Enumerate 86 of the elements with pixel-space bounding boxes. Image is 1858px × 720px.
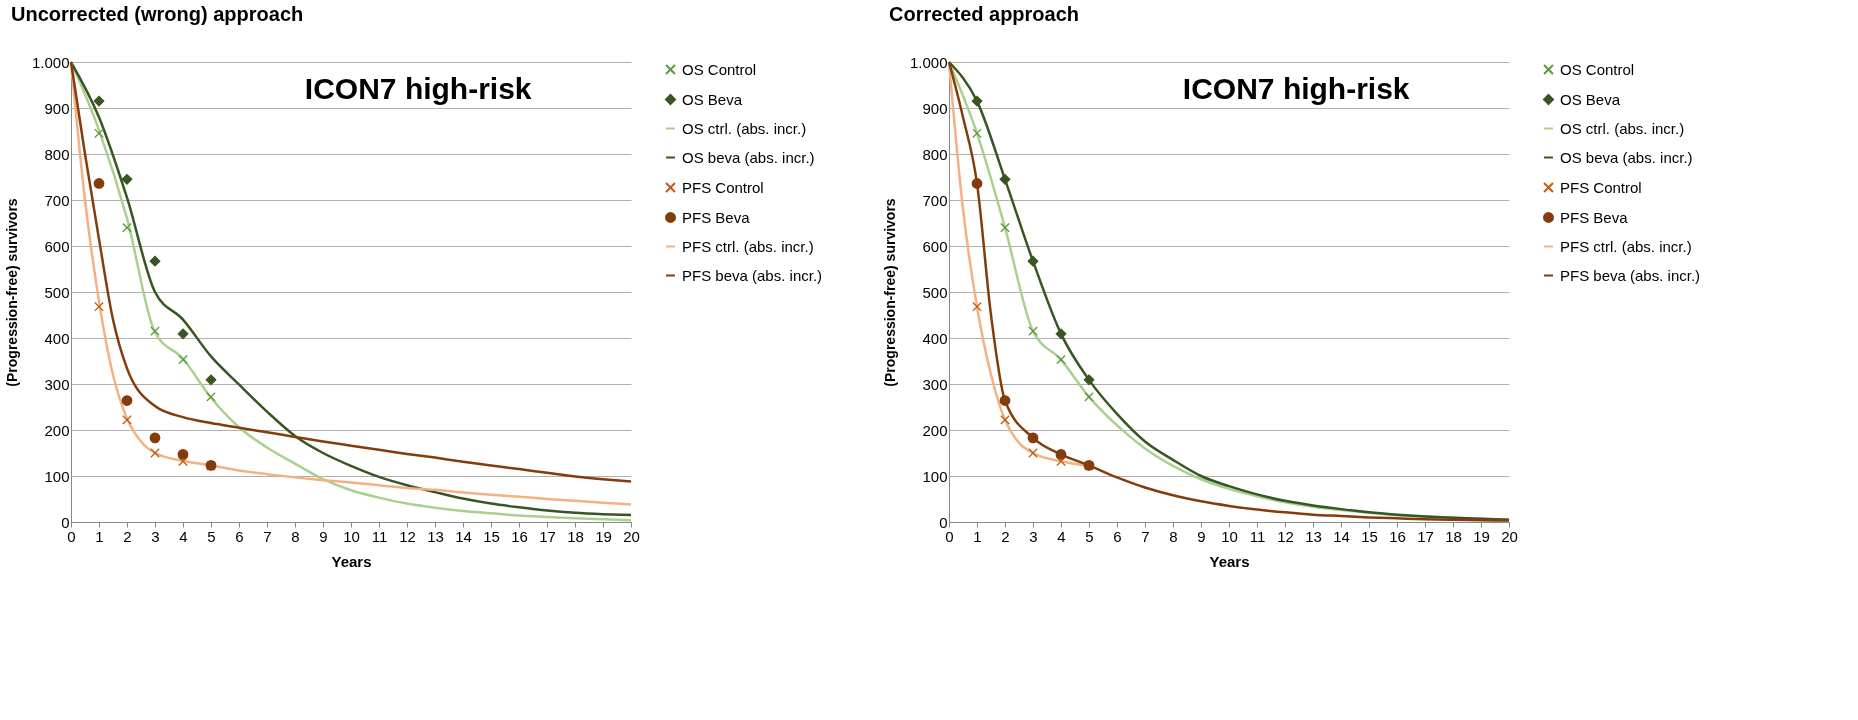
x-tick-label: 4	[179, 527, 188, 545]
y-axis-title: (Progression-free) survivors	[3, 198, 20, 387]
y-tick-label: 1.000	[909, 53, 948, 71]
x-tick-label: 15	[483, 527, 500, 545]
x-tick-label: 18	[1445, 527, 1462, 545]
legend-label: OS beva (abs. incr.)	[1560, 148, 1693, 166]
x-tick-label: 8	[1169, 527, 1178, 545]
legend-label: OS Control	[1560, 60, 1635, 78]
x-tick-label: 6	[235, 527, 244, 545]
x-tick-label: 1	[973, 527, 982, 545]
x-tick-label: 12	[399, 527, 416, 545]
y-tick-label: 400	[922, 329, 948, 347]
y-tick-label: 100	[44, 467, 70, 485]
y-tick-label: 300	[44, 375, 70, 393]
y-tick-label: 300	[922, 375, 948, 393]
y-tick-label: 500	[44, 283, 70, 301]
x-tick-label: 12	[1277, 527, 1294, 545]
chart-title: Corrected approach	[889, 3, 1080, 25]
y-tick-label: 700	[922, 191, 948, 209]
x-tick-label: 10	[1221, 527, 1238, 545]
y-tick-label: 400	[44, 329, 70, 347]
legend-label: PFS Control	[682, 178, 764, 196]
annotation: ICON7 high-risk	[304, 72, 532, 105]
x-tick-label: 5	[1085, 527, 1094, 545]
y-tick-label: 0	[61, 513, 70, 531]
x-tick-label: 3	[1029, 527, 1038, 545]
chart-title: Uncorrected (wrong) approach	[11, 3, 304, 25]
x-tick-label: 7	[263, 527, 272, 545]
legend-label: OS Beva	[1560, 90, 1621, 108]
y-tick-label: 900	[922, 99, 948, 117]
x-tick-label: 2	[1001, 527, 1010, 545]
x-tick-label: 4	[1057, 527, 1066, 545]
legend-label: PFS Beva	[1560, 208, 1629, 226]
y-tick-label: 700	[44, 191, 70, 209]
legend-label: PFS ctrl. (abs. incr.)	[682, 237, 814, 255]
x-axis-title: Years	[1209, 552, 1250, 570]
y-tick-label: 200	[922, 421, 948, 439]
x-tick-label: 3	[151, 527, 160, 545]
y-tick-label: 500	[922, 283, 948, 301]
legend-label: OS Beva	[682, 90, 743, 108]
x-tick-label: 7	[1141, 527, 1150, 545]
x-tick-label: 13	[427, 527, 444, 545]
x-tick-label: 16	[511, 527, 528, 545]
legend-label: PFS Beva	[682, 208, 751, 226]
x-axis-title: Years	[331, 552, 372, 570]
x-tick-label: 13	[1305, 527, 1322, 545]
x-tick-label: 2	[123, 527, 132, 545]
x-tick-label: 18	[567, 527, 584, 545]
y-tick-label: 100	[922, 467, 948, 485]
x-tick-label: 8	[291, 527, 300, 545]
x-tick-label: 9	[1197, 527, 1206, 545]
legend-label: PFS ctrl. (abs. incr.)	[1560, 237, 1692, 255]
x-tick-label: 9	[319, 527, 328, 545]
legend-label: OS ctrl. (abs. incr.)	[682, 119, 807, 137]
x-tick-label: 19	[595, 527, 612, 545]
legend-label: OS Control	[682, 60, 757, 78]
y-axis-title: (Progression-free) survivors	[881, 198, 898, 387]
y-tick-label: 800	[922, 145, 948, 163]
x-tick-label: 5	[207, 527, 216, 545]
x-tick-label: 17	[1417, 527, 1434, 545]
y-tick-label: 600	[44, 237, 70, 255]
x-tick-label: 10	[343, 527, 360, 545]
y-tick-label: 800	[44, 145, 70, 163]
x-tick-label: 19	[1473, 527, 1490, 545]
x-tick-label: 16	[1389, 527, 1406, 545]
y-tick-label: 200	[44, 421, 70, 439]
x-tick-label: 6	[1113, 527, 1122, 545]
x-tick-label: 17	[539, 527, 556, 545]
x-tick-label: 11	[1249, 527, 1266, 545]
x-tick-label: 14	[455, 527, 472, 545]
y-tick-label: 900	[44, 99, 70, 117]
legend-label: PFS beva (abs. incr.)	[682, 266, 823, 284]
x-tick-label: 20	[1501, 527, 1518, 545]
x-tick-label: 15	[1361, 527, 1378, 545]
legend-label: OS ctrl. (abs. incr.)	[1560, 119, 1685, 137]
legend-label: OS beva (abs. incr.)	[682, 148, 815, 166]
legend-label: PFS Control	[1560, 178, 1642, 196]
y-tick-label: 600	[922, 237, 948, 255]
annotation: ICON7 high-risk	[1182, 72, 1410, 105]
legend-label: PFS beva (abs. incr.)	[1560, 266, 1701, 284]
x-tick-label: 1	[95, 527, 104, 545]
y-tick-label: 1.000	[31, 53, 70, 71]
x-tick-label: 20	[623, 527, 640, 545]
x-tick-label: 11	[371, 527, 388, 545]
x-tick-label: 14	[1333, 527, 1350, 545]
y-tick-label: 0	[939, 513, 948, 531]
